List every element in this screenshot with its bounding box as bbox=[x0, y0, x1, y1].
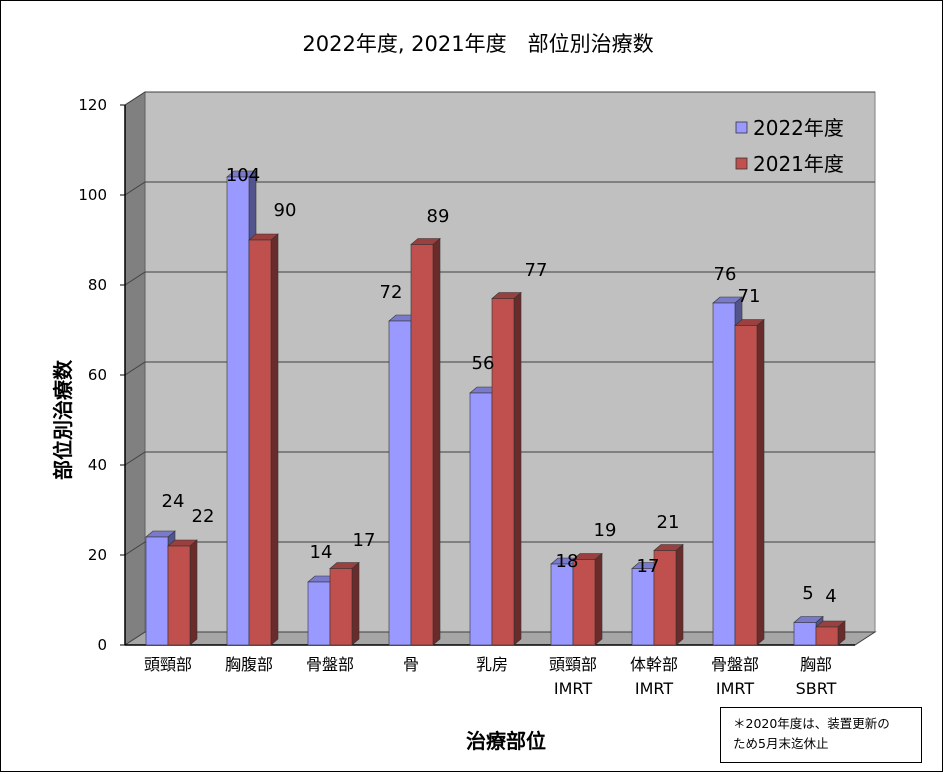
legend-entry: 2022年度 bbox=[753, 116, 844, 140]
data-label: 72 bbox=[380, 282, 403, 303]
bar-series-a bbox=[469, 392, 493, 646]
legend-swatch bbox=[735, 121, 748, 134]
bar-side bbox=[270, 233, 279, 646]
x-category-label: 骨盤部 bbox=[306, 655, 354, 674]
y-tick-label: 0 bbox=[97, 636, 107, 654]
data-label: 14 bbox=[310, 542, 333, 563]
x-category-label: 乳房 bbox=[476, 655, 508, 674]
gridline-side bbox=[124, 451, 146, 466]
x-category-label: IMRT bbox=[554, 679, 592, 698]
bar-series-b bbox=[653, 550, 677, 646]
bar-series-a bbox=[631, 568, 655, 646]
y-tick-label: 100 bbox=[78, 186, 107, 204]
x-category-label: IMRT bbox=[635, 679, 673, 698]
chart-title: 2022年度, 2021年度 部位別治療数 bbox=[302, 32, 653, 56]
x-category-label: IMRT bbox=[716, 679, 754, 698]
bar-series-b bbox=[329, 568, 353, 646]
data-label: 77 bbox=[525, 260, 548, 281]
bar-series-a bbox=[226, 176, 250, 646]
bar-series-b bbox=[410, 244, 434, 646]
y-tick-label: 120 bbox=[78, 96, 107, 114]
gridline-side bbox=[124, 271, 146, 286]
bar-side bbox=[756, 318, 765, 646]
x-category-label: SBRT bbox=[796, 679, 837, 698]
data-label: 56 bbox=[472, 353, 495, 374]
bar-series-b bbox=[248, 239, 272, 646]
x-axis-title: 治療部位 bbox=[466, 729, 546, 753]
legend-swatch bbox=[735, 157, 748, 170]
bar-series-b bbox=[491, 298, 515, 646]
data-label: 18 bbox=[556, 551, 579, 572]
y-axis-title: 部位別治療数 bbox=[51, 359, 75, 480]
bar-series-a bbox=[388, 320, 412, 646]
data-label: 90 bbox=[274, 200, 297, 221]
data-label: 4 bbox=[825, 586, 836, 607]
x-category-label: 胸部 bbox=[800, 655, 832, 674]
y-tick-label: 80 bbox=[88, 276, 107, 294]
data-label: 76 bbox=[714, 264, 737, 285]
bar-series-a bbox=[793, 622, 817, 646]
legend-entry: 2021年度 bbox=[753, 152, 844, 176]
bar-side bbox=[594, 552, 603, 646]
y-tick-label: 40 bbox=[88, 456, 107, 474]
x-category-label: 胸腹部 bbox=[225, 655, 273, 674]
data-label: 104 bbox=[226, 165, 260, 186]
bar-side bbox=[432, 237, 441, 646]
gridline-side bbox=[124, 91, 146, 106]
bar-series-b bbox=[815, 626, 839, 646]
data-label: 17 bbox=[353, 530, 376, 551]
bar-series-a bbox=[145, 536, 169, 646]
x-category-label: 頭頸部 bbox=[144, 655, 192, 674]
y-tick-label: 20 bbox=[88, 546, 107, 564]
data-label: 17 bbox=[637, 556, 660, 577]
note-box: ＊2020年度は、装置更新の ため5月末迄休止 bbox=[720, 707, 922, 763]
bar-series-a bbox=[550, 563, 574, 646]
bar-side bbox=[351, 561, 360, 646]
data-label: 5 bbox=[802, 583, 813, 604]
note-line-2: ため5月末迄休止 bbox=[733, 736, 829, 751]
data-label: 89 bbox=[427, 206, 450, 227]
bar-series-b bbox=[734, 325, 758, 646]
bar-series-a bbox=[712, 302, 736, 646]
gridline-side bbox=[124, 541, 146, 556]
data-label: 19 bbox=[594, 520, 617, 541]
bar-side bbox=[189, 539, 198, 646]
x-category-label: 体幹部 bbox=[630, 655, 678, 674]
x-category-label: 頭頸部 bbox=[549, 655, 597, 674]
gridline-side bbox=[124, 361, 146, 376]
note-line-1: ＊2020年度は、装置更新の bbox=[733, 716, 890, 731]
data-label: 24 bbox=[162, 491, 185, 512]
x-category-label: 骨盤部 bbox=[711, 655, 759, 674]
x-category-label: 骨 bbox=[403, 655, 419, 674]
bar-series-a bbox=[307, 581, 331, 646]
gridline-side bbox=[124, 181, 146, 196]
y-tick-label: 60 bbox=[88, 366, 107, 384]
data-label: 21 bbox=[657, 512, 680, 533]
bar-series-b bbox=[167, 545, 191, 646]
bar-series-b bbox=[572, 559, 596, 646]
bar-side bbox=[513, 291, 522, 646]
data-label: 71 bbox=[738, 286, 761, 307]
bar-side bbox=[675, 543, 684, 646]
data-label: 22 bbox=[192, 506, 215, 527]
